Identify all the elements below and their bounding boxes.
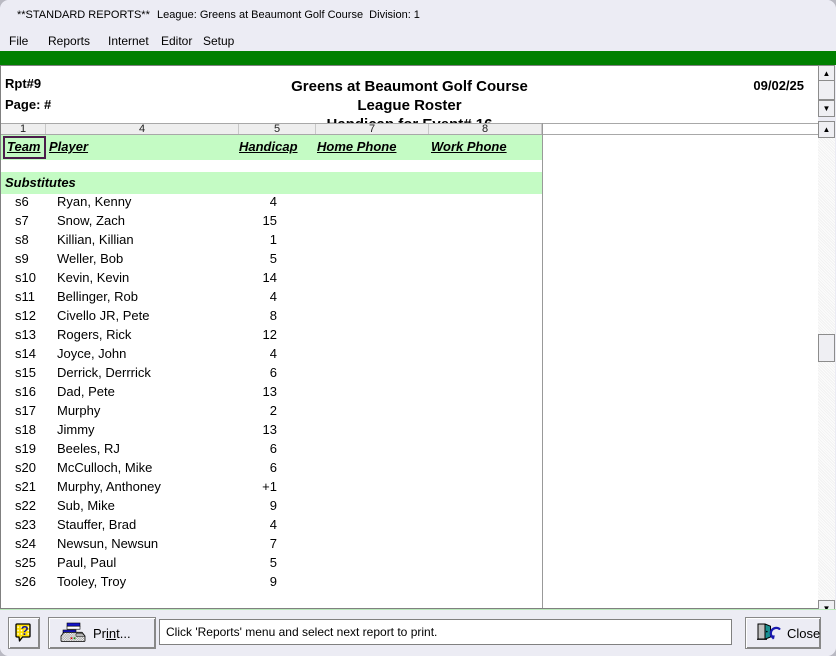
svg-text:?: ? (21, 623, 29, 638)
